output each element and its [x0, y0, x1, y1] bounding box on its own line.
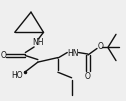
Text: NH: NH: [32, 38, 44, 47]
Text: O: O: [1, 51, 6, 60]
Text: O: O: [85, 72, 91, 81]
Text: O: O: [98, 42, 103, 52]
Text: HN: HN: [67, 48, 79, 58]
Text: HO: HO: [11, 71, 22, 80]
